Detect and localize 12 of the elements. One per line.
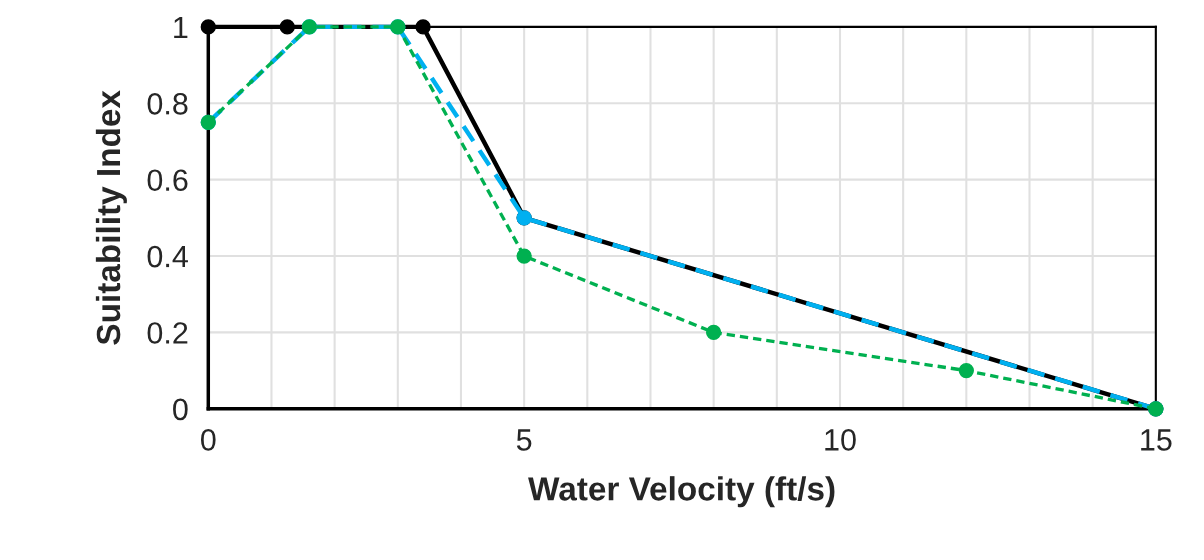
y-tick-label: 0.4 xyxy=(147,245,188,268)
x-tick-label: 15 xyxy=(1141,429,1172,451)
y-tick-label: 0.8 xyxy=(147,93,188,115)
y-tick-label: 0.6 xyxy=(147,169,188,192)
x-tick-label: 10 xyxy=(825,429,856,451)
y-tick-label: 0 xyxy=(173,398,188,421)
x-tick-label: 5 xyxy=(516,429,532,451)
y-tick-label: 1 xyxy=(174,16,188,38)
x-axis-title: Water Velocity (ft/s) xyxy=(528,476,835,508)
x-tick-label: 0 xyxy=(200,429,216,451)
y-axis-title: Suitability Index xyxy=(95,90,127,345)
y-tick-label: 0.2 xyxy=(147,322,188,344)
